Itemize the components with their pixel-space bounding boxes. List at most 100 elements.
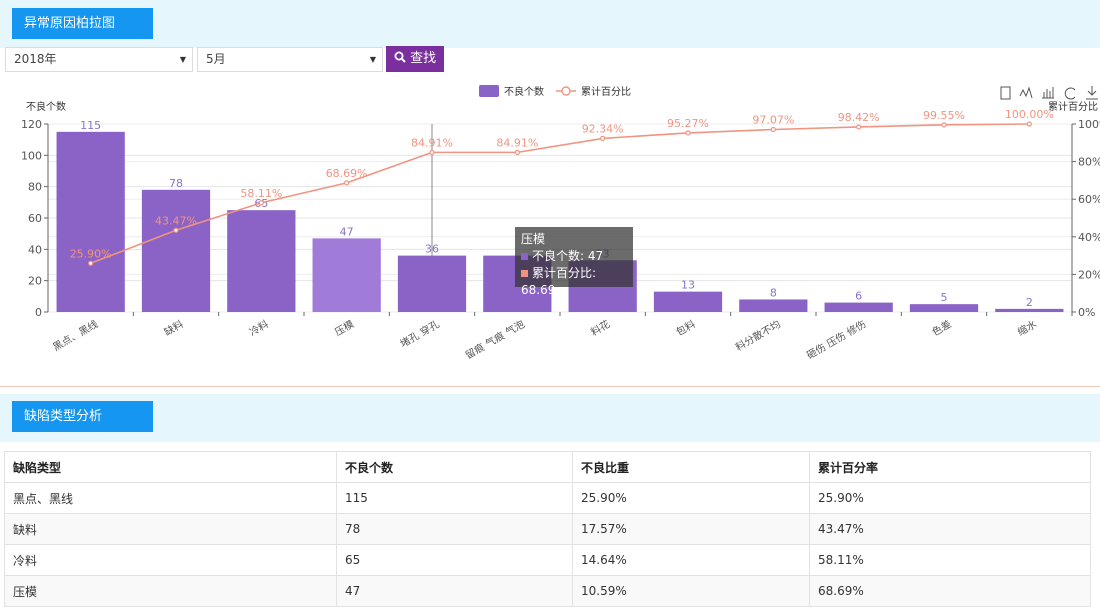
line-point xyxy=(429,149,435,155)
line-point xyxy=(344,180,350,186)
tooltip-title: 压模 xyxy=(521,232,546,246)
line-point xyxy=(685,130,691,136)
table-row: 压模 47 10.59% 68.69% xyxy=(4,575,1091,607)
cell-cumulative-rate: 25.90% xyxy=(809,482,1091,514)
defect-section-title: 缺陷类型分析 xyxy=(12,401,153,432)
y-axis-label: 不良个数 xyxy=(26,100,66,113)
line-point xyxy=(258,200,264,206)
search-button[interactable]: 查找 xyxy=(386,46,444,72)
cell-defect-type: 缺料 xyxy=(4,513,337,545)
y-tick-label: 0 xyxy=(35,306,42,319)
table-header-row: 缺陷类型 不良个数 不良比重 累计百分率 xyxy=(4,451,1091,483)
line-point xyxy=(173,227,179,233)
legend-label-line: 累计百分比 xyxy=(581,85,631,98)
y-tick-label: 40 xyxy=(28,243,42,256)
table-row: 冷料 65 14.64% 58.11% xyxy=(4,544,1091,576)
chevron-down-icon: ▼ xyxy=(369,55,376,64)
cell-cumulative-rate: 68.69% xyxy=(809,575,1091,607)
year-select-value: 2018年 xyxy=(14,52,57,66)
cell-cumulative-rate: 43.47% xyxy=(809,513,1091,545)
legend-label-bar: 不良个数 xyxy=(504,85,544,98)
line-value-label: 84.91% xyxy=(496,136,538,149)
line-point xyxy=(856,124,862,130)
bar xyxy=(312,238,381,312)
year-select[interactable]: 2018年 ▼ xyxy=(5,47,193,72)
x-tick-label: 黑点、黑线 xyxy=(50,317,100,353)
y-right-tick-label: 20% xyxy=(1078,268,1100,281)
cell-defect-count: 115 xyxy=(336,482,573,514)
bar-value-label: 36 xyxy=(425,243,439,256)
bar xyxy=(141,189,211,312)
bar-value-label: 115 xyxy=(80,119,101,132)
x-tick-label: 砸伤 压伤 修伤 xyxy=(804,317,868,361)
bar-value-label: 8 xyxy=(770,286,777,299)
bar-value-label: 2 xyxy=(1026,296,1033,309)
tooltip-line-cumulative: 累计百分比: 68.69 xyxy=(521,265,627,299)
y-right-tick-label: 100% xyxy=(1078,118,1100,131)
bar-value-label: 47 xyxy=(340,225,354,238)
y-right-tick-label: 80% xyxy=(1078,156,1100,169)
table-row: 黑点、黑线 115 25.90% 25.90% xyxy=(4,482,1091,514)
line-point xyxy=(514,149,520,155)
line-value-label: 84.91% xyxy=(411,136,453,149)
legend-swatch-line-dot xyxy=(561,86,571,96)
cell-defect-ratio: 10.59% xyxy=(572,575,810,607)
header-defect-type: 缺陷类型 xyxy=(4,451,337,483)
table-row: 缺料 78 17.57% 43.47% xyxy=(4,513,1091,545)
x-tick-label: 料分散不均 xyxy=(733,317,783,353)
search-icon xyxy=(394,51,410,66)
y-tick-label: 80 xyxy=(28,181,42,194)
cell-defect-type: 黑点、黑线 xyxy=(4,482,337,514)
cell-defect-count: 65 xyxy=(336,544,573,576)
line-value-label: 98.42% xyxy=(838,111,880,124)
bar xyxy=(227,210,296,312)
legend-swatch-bar xyxy=(479,85,499,97)
tooltip-bar-swatch xyxy=(521,253,528,260)
y-tick-label: 100 xyxy=(21,149,42,162)
cell-defect-count: 47 xyxy=(336,575,573,607)
data-view-icon xyxy=(1000,86,1011,100)
line-value-label: 43.47% xyxy=(155,214,197,227)
y-tick-label: 60 xyxy=(28,212,42,225)
section-divider xyxy=(0,386,1100,387)
cumulative-line xyxy=(90,123,1030,265)
cell-cumulative-rate: 58.11% xyxy=(809,544,1091,576)
line-point xyxy=(770,126,776,133)
chart-tooltip: 压模 不良个数: 47 累计百分比: 68.69 xyxy=(515,227,633,297)
bar xyxy=(653,291,723,312)
bar xyxy=(56,131,125,312)
bar xyxy=(397,255,467,312)
month-select[interactable]: 5月 ▼ xyxy=(197,47,383,72)
line-value-label: 100.00% xyxy=(1005,108,1054,121)
x-tick-label: 缩水 xyxy=(1015,317,1039,338)
pareto-chart: 0204060801001200%20%40%60%80%100%不良个数累计百… xyxy=(21,85,1100,362)
bar xyxy=(824,302,893,312)
tooltip-line-value: 累计百分比: 68.69 xyxy=(521,266,597,297)
x-tick-label: 留痕 气痕 气泡 xyxy=(463,317,527,361)
month-select-value: 5月 xyxy=(206,52,226,66)
cell-defect-ratio: 14.64% xyxy=(572,544,810,576)
x-tick-label: 包料 xyxy=(674,317,698,338)
line-value-label: 99.55% xyxy=(923,109,965,122)
bar-value-label: 13 xyxy=(681,279,695,292)
line-point xyxy=(600,135,606,142)
header-defect-ratio: 不良比重 xyxy=(572,451,810,483)
line-value-label: 25.90% xyxy=(70,247,112,260)
save-image-icon xyxy=(1086,86,1098,100)
y-tick-label: 120 xyxy=(21,118,42,131)
line-value-label: 58.11% xyxy=(240,187,282,200)
x-tick-label: 压模 xyxy=(333,318,356,338)
cell-defect-ratio: 25.90% xyxy=(572,482,810,514)
x-tick-label: 色差 xyxy=(930,317,954,338)
bar-value-label: 78 xyxy=(169,177,183,190)
bar-switch-icon xyxy=(1042,87,1054,99)
y-tick-label: 20 xyxy=(28,275,42,288)
x-tick-label: 料花 xyxy=(588,317,612,338)
line-point xyxy=(88,260,94,266)
defect-section-header: 缺陷类型分析 xyxy=(0,394,1100,442)
tooltip-line-swatch xyxy=(521,270,528,277)
x-tick-label: 堵孔 穿孔 xyxy=(398,317,442,350)
y-right-tick-label: 60% xyxy=(1078,193,1100,206)
header-cumulative-rate: 累计百分率 xyxy=(809,451,1091,483)
restore-icon xyxy=(1064,87,1076,100)
